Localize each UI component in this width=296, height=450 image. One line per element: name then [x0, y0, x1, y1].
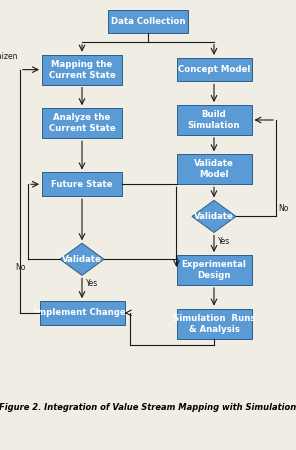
- Text: Validate: Validate: [62, 255, 102, 264]
- FancyBboxPatch shape: [176, 105, 252, 135]
- Text: Figure 2. Integration of Value Stream Mapping with Simulation: Figure 2. Integration of Value Stream Ma…: [0, 403, 296, 412]
- Text: Yes: Yes: [218, 237, 230, 246]
- FancyBboxPatch shape: [176, 58, 252, 81]
- FancyBboxPatch shape: [42, 108, 122, 138]
- Text: Data Collection: Data Collection: [111, 17, 185, 26]
- Polygon shape: [60, 243, 104, 275]
- Text: Kaizen: Kaizen: [0, 52, 18, 61]
- Text: No: No: [278, 204, 288, 213]
- Text: Future State: Future State: [51, 180, 113, 189]
- FancyBboxPatch shape: [176, 255, 252, 285]
- Text: Simulation  Runs
& Analysis: Simulation Runs & Analysis: [173, 314, 255, 333]
- FancyBboxPatch shape: [176, 309, 252, 338]
- FancyBboxPatch shape: [108, 9, 188, 33]
- FancyBboxPatch shape: [42, 172, 122, 196]
- Text: Experimental
Design: Experimental Design: [181, 260, 247, 280]
- FancyBboxPatch shape: [176, 154, 252, 184]
- FancyBboxPatch shape: [39, 301, 125, 324]
- Text: Mapping the
Current State: Mapping the Current State: [49, 59, 115, 80]
- Text: Validate
Model: Validate Model: [194, 159, 234, 180]
- Text: No: No: [16, 262, 26, 271]
- Text: Concept Model: Concept Model: [178, 65, 250, 74]
- FancyBboxPatch shape: [42, 54, 122, 85]
- Text: Build
Simulation: Build Simulation: [188, 110, 240, 130]
- Polygon shape: [192, 200, 236, 233]
- Text: Implement Changes: Implement Changes: [33, 308, 131, 317]
- Text: Analyze the
Current State: Analyze the Current State: [49, 113, 115, 133]
- Text: Validate: Validate: [194, 212, 234, 221]
- Text: Yes: Yes: [86, 279, 98, 288]
